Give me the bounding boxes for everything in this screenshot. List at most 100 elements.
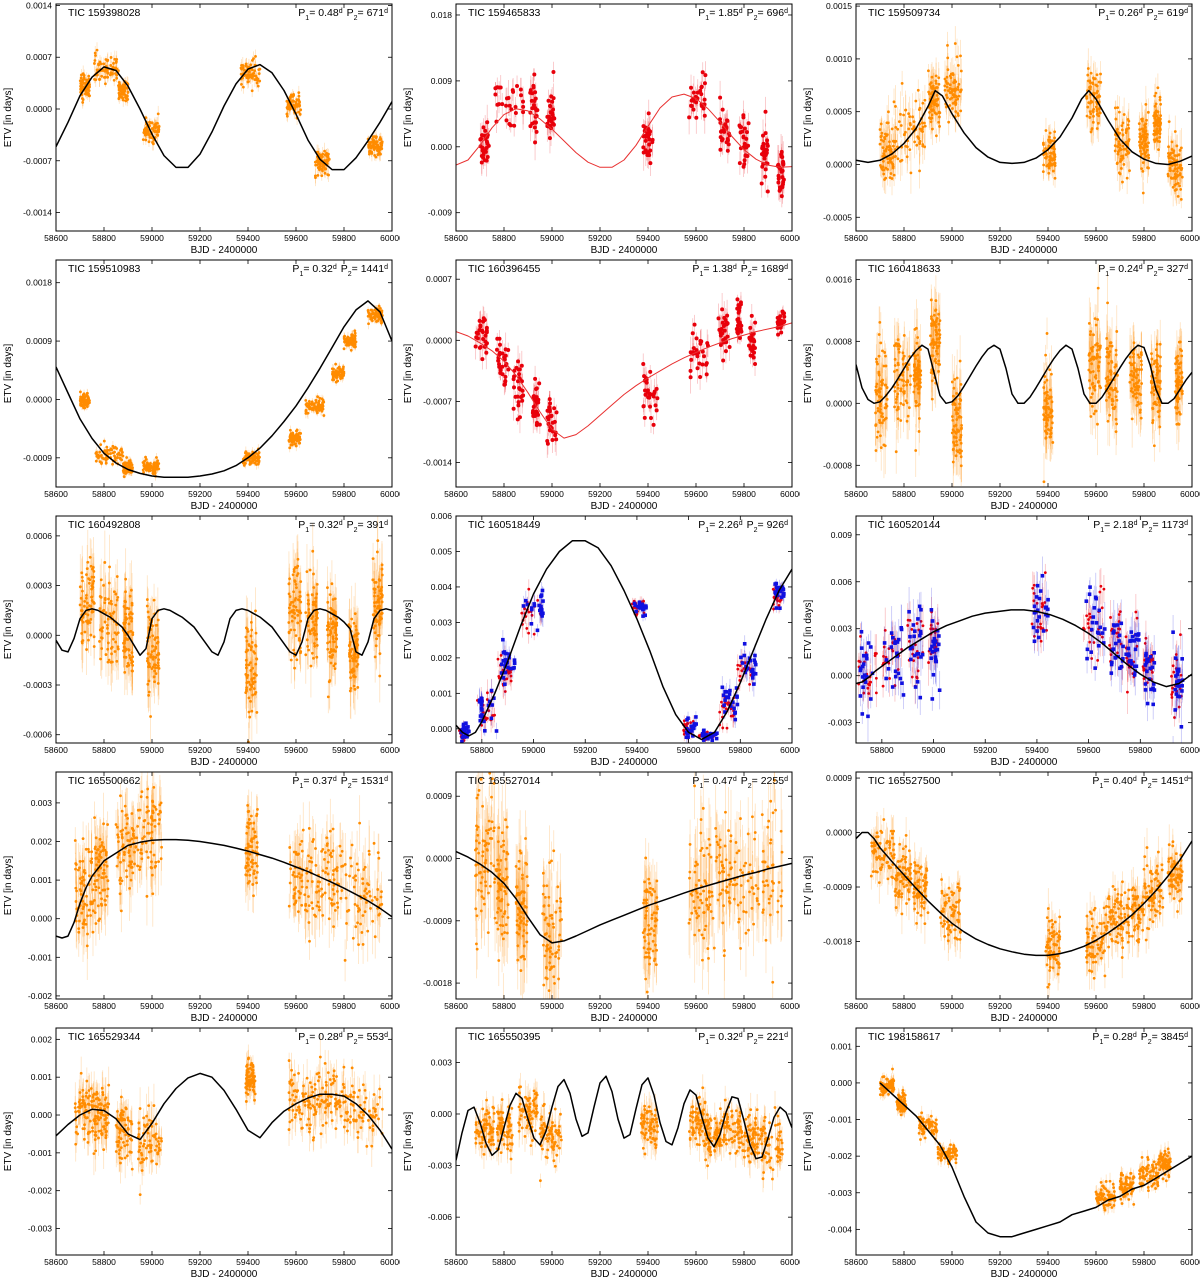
annotation-part: 1 — [1105, 15, 1109, 22]
x-tick-label: 59200 — [988, 233, 1012, 243]
data-point — [764, 148, 769, 153]
data-point — [155, 456, 158, 459]
data-point — [125, 456, 129, 459]
data-point — [148, 120, 151, 124]
x-tick-label: 59800 — [332, 233, 356, 243]
data-point — [145, 133, 149, 136]
data-point — [1089, 71, 1093, 75]
data-point — [1145, 148, 1149, 152]
data-point — [551, 107, 556, 112]
data-point — [253, 461, 257, 465]
data-point — [1042, 143, 1045, 146]
data-point — [337, 367, 341, 370]
data-point — [894, 105, 897, 108]
data-point — [1170, 140, 1174, 144]
data-point — [256, 452, 260, 456]
data-point — [330, 367, 334, 371]
data-point — [352, 344, 356, 348]
data-point — [699, 85, 704, 90]
data-series — [878, 26, 1184, 209]
data-point — [517, 372, 522, 377]
data-point — [116, 456, 119, 460]
model-curve — [856, 89, 1192, 166]
data-point — [953, 78, 957, 82]
data-point — [319, 167, 322, 171]
data-point — [764, 150, 769, 155]
data-point — [97, 456, 100, 460]
data-point — [105, 456, 109, 460]
annotation-part: P — [747, 7, 754, 19]
data-point — [253, 69, 257, 73]
data-point — [551, 69, 556, 74]
data-point — [120, 447, 123, 451]
data-point — [1147, 141, 1150, 145]
data-point — [1122, 113, 1126, 116]
data-point — [87, 89, 91, 93]
data-point — [483, 339, 488, 344]
data-point — [479, 160, 484, 165]
data-point — [504, 118, 509, 123]
data-point — [304, 408, 308, 412]
data-point — [500, 102, 505, 107]
data-point — [886, 161, 890, 164]
data-point — [80, 73, 83, 77]
data-point — [1095, 91, 1099, 95]
data-point — [890, 150, 893, 154]
data-point — [1176, 182, 1180, 185]
data-point — [946, 68, 950, 72]
x-tick-label: 59400 — [1036, 233, 1060, 243]
data-point — [518, 394, 523, 399]
data-point — [313, 174, 317, 178]
plot-area — [56, 42, 392, 187]
etv-chart: 58600 58800 59000 59200 59400 59600 59800 60000… — [3, 259, 400, 512]
data-point — [1178, 148, 1182, 152]
data-point — [1094, 83, 1098, 87]
data-point — [480, 357, 485, 362]
y-tick-label: 0.0015 — [826, 1, 852, 11]
y-tick-label: 0.0010 — [826, 54, 852, 64]
data-point — [376, 319, 380, 323]
data-point — [938, 125, 941, 128]
data-point — [124, 95, 127, 99]
data-point — [886, 157, 890, 161]
data-point — [943, 84, 947, 88]
data-point — [112, 78, 116, 82]
data-point — [506, 95, 511, 100]
x-axis-label: BJD - 2400000 — [191, 245, 258, 256]
data-point — [532, 120, 537, 125]
data-point — [1088, 101, 1092, 105]
data-point — [517, 415, 522, 420]
data-point — [954, 94, 958, 98]
data-point — [1176, 173, 1180, 177]
data-point — [1095, 107, 1099, 111]
data-point — [353, 337, 357, 341]
data-point — [885, 147, 888, 151]
data-point — [533, 140, 538, 145]
data-point — [746, 121, 751, 126]
data-point — [891, 166, 895, 170]
data-point — [252, 457, 256, 461]
data-point — [1120, 124, 1124, 128]
data-point — [547, 397, 552, 402]
data-point — [310, 408, 314, 411]
data-point — [929, 120, 933, 124]
data-point — [120, 453, 123, 457]
data-point — [1116, 106, 1120, 110]
data-point — [548, 104, 553, 109]
data-point — [480, 133, 485, 138]
data-point — [151, 127, 155, 130]
data-point — [1156, 86, 1160, 90]
data-point — [879, 135, 883, 139]
data-point — [928, 82, 932, 86]
data-point — [545, 439, 550, 444]
data-point — [531, 103, 536, 108]
y-tick-label: 0.0014 — [26, 0, 52, 10]
y-tick-label: 0.0000 — [26, 394, 52, 404]
data-point — [1180, 175, 1184, 179]
data-point — [331, 375, 335, 379]
data-point — [349, 339, 353, 343]
data-point — [103, 449, 107, 452]
data-point — [1173, 188, 1177, 192]
data-point — [374, 136, 378, 140]
data-point — [297, 110, 301, 114]
